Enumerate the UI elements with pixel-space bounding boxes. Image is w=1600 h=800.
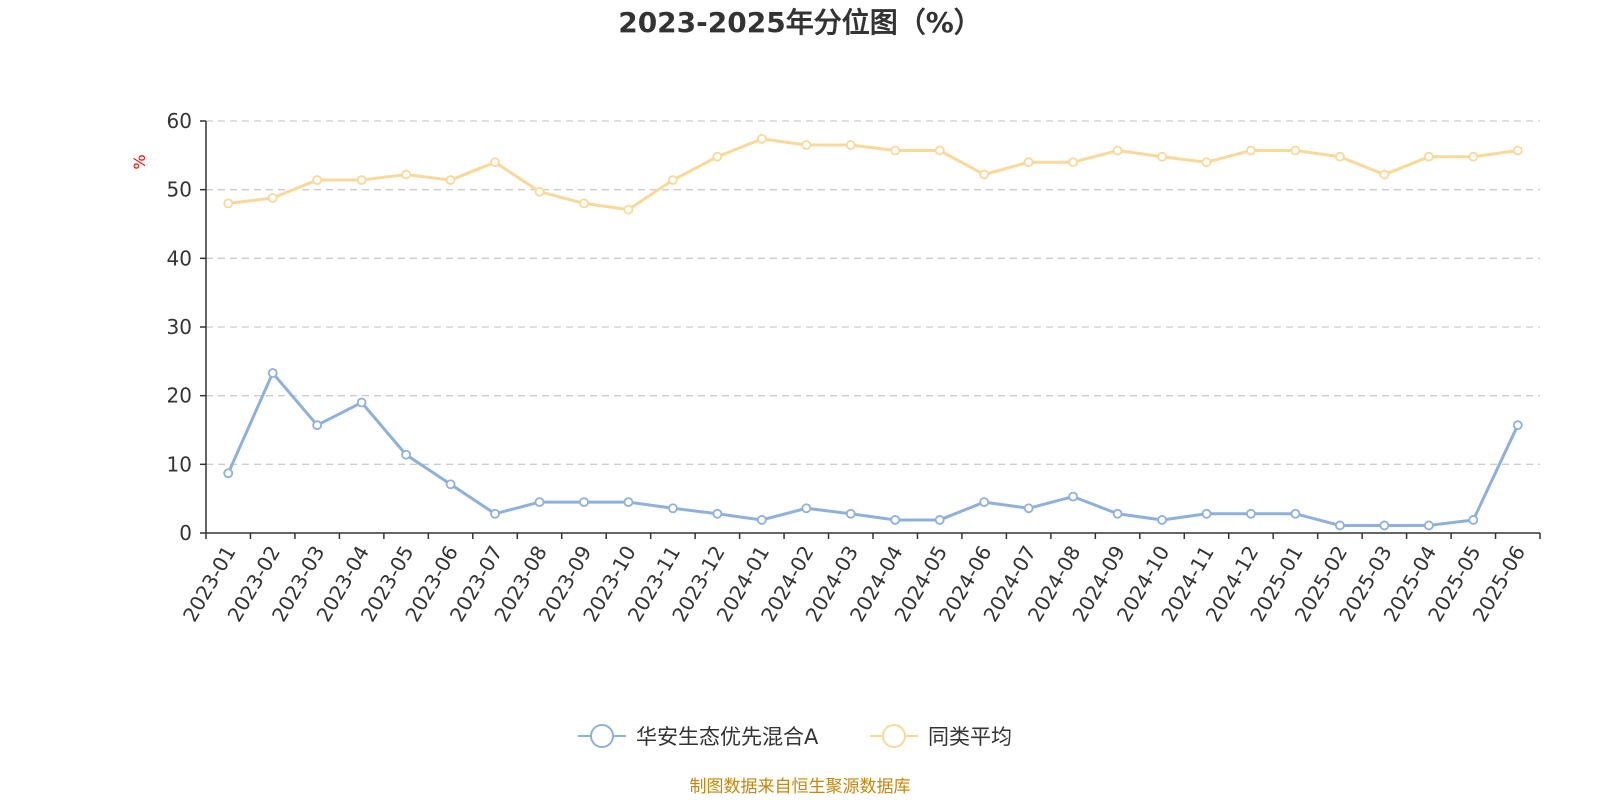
data-point[interactable] <box>312 420 323 431</box>
legend-label: 同类平均 <box>928 725 1012 749</box>
data-point[interactable] <box>1379 169 1390 180</box>
data-point[interactable] <box>1468 515 1479 525</box>
data-point[interactable] <box>445 479 456 490</box>
data-point[interactable] <box>1246 145 1256 156</box>
data-point[interactable] <box>1201 508 1212 519</box>
x-axis-ticks: 2023-012023-022023-032023-042023-052023-… <box>178 533 1541 626</box>
data-point[interactable] <box>1290 508 1301 519</box>
y-tick-label: 10 <box>167 452 192 476</box>
data-point[interactable] <box>1423 520 1434 531</box>
series-line <box>226 371 1520 527</box>
y-tick-label: 20 <box>167 384 192 408</box>
data-point[interactable] <box>267 368 278 378</box>
data-point[interactable] <box>1023 157 1034 168</box>
data-point[interactable] <box>756 133 767 144</box>
data-point[interactable] <box>890 145 901 156</box>
data-point[interactable] <box>401 449 412 460</box>
data-point[interactable] <box>1112 508 1123 519</box>
data-point[interactable] <box>801 140 812 150</box>
y-axis-label: % <box>130 154 149 169</box>
y-tick-label: 0 <box>179 521 192 545</box>
data-point[interactable] <box>223 198 234 209</box>
data-point[interactable] <box>579 497 589 508</box>
data-point[interactable] <box>979 497 990 508</box>
data-point[interactable] <box>1512 145 1523 156</box>
data-point[interactable] <box>490 157 500 168</box>
y-tick-label: 30 <box>167 315 192 339</box>
data-point[interactable] <box>579 198 589 209</box>
data-point[interactable] <box>534 186 545 197</box>
legend-marker-icon <box>590 724 614 748</box>
data-point[interactable] <box>845 508 856 519</box>
source-note: 制图数据来自恒生聚源数据库 <box>690 777 911 797</box>
data-point[interactable] <box>668 175 678 185</box>
data-point[interactable] <box>1068 157 1078 168</box>
data-point[interactable] <box>890 515 901 525</box>
data-point[interactable] <box>1335 151 1345 162</box>
legend-marker-icon <box>882 724 906 748</box>
data-point[interactable] <box>712 508 723 519</box>
data-point[interactable] <box>1068 491 1078 502</box>
data-point[interactable] <box>1023 503 1034 514</box>
data-point[interactable] <box>756 515 767 525</box>
y-tick-label: 50 <box>167 178 192 202</box>
y-tick-label: 60 <box>167 109 192 133</box>
data-point[interactable] <box>1335 520 1345 531</box>
data-point[interactable] <box>1468 151 1479 162</box>
data-point[interactable] <box>845 140 856 150</box>
data-point[interactable] <box>1379 520 1390 531</box>
series-group <box>223 133 1523 531</box>
data-point[interactable] <box>445 175 456 185</box>
legend[interactable]: 华安生态优先混合A 同类平均 <box>578 724 1012 749</box>
data-point[interactable] <box>1246 508 1256 519</box>
data-point[interactable] <box>934 145 945 156</box>
data-point[interactable] <box>1512 420 1523 431</box>
data-point[interactable] <box>490 508 500 519</box>
grid-lines <box>206 120 1540 465</box>
data-point[interactable] <box>623 497 634 508</box>
data-point[interactable] <box>1201 157 1212 168</box>
data-point[interactable] <box>267 193 278 203</box>
data-point[interactable] <box>1157 151 1167 162</box>
data-point[interactable] <box>1290 145 1301 156</box>
data-point[interactable] <box>356 175 367 185</box>
series-line <box>228 137 1518 212</box>
data-point[interactable] <box>1423 151 1434 162</box>
data-point[interactable] <box>979 169 990 180</box>
data-point[interactable] <box>668 503 678 514</box>
y-axis-ticks: 0 10 20 30 40 50 60 <box>167 109 206 545</box>
data-point[interactable] <box>623 204 634 215</box>
y-tick-label: 40 <box>167 246 192 270</box>
data-point[interactable] <box>712 151 723 162</box>
data-point[interactable] <box>356 397 367 408</box>
legend-label: 华安生态优先混合A <box>636 725 819 749</box>
data-point[interactable] <box>401 169 412 180</box>
data-point[interactable] <box>1112 145 1123 156</box>
legend-item[interactable]: 同类平均 <box>870 724 1012 749</box>
chart-title: 2023-2025年分位图（%） <box>618 6 982 39</box>
data-point[interactable] <box>1157 515 1167 525</box>
legend-item[interactable]: 华安生态优先混合A <box>578 724 819 749</box>
data-point[interactable] <box>223 468 234 479</box>
data-point[interactable] <box>801 503 812 514</box>
data-point[interactable] <box>312 175 323 185</box>
data-point[interactable] <box>534 497 545 508</box>
data-point[interactable] <box>934 515 945 525</box>
